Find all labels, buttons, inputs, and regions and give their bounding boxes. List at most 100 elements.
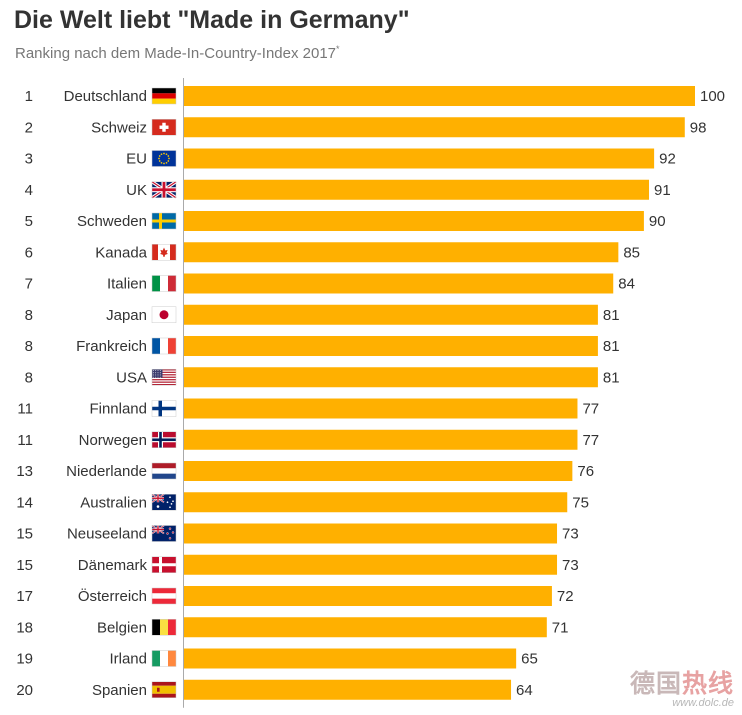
bar xyxy=(184,679,512,700)
value-label: 92 xyxy=(659,151,676,168)
bar-row: 11 Norwegen 77 xyxy=(17,429,599,450)
value-label: 98 xyxy=(690,119,707,136)
category-label: Finnland xyxy=(89,401,147,418)
category-label: Kanada xyxy=(95,244,147,261)
flag-ca-icon xyxy=(151,244,177,261)
category-label: Niederlande xyxy=(66,463,147,480)
value-label: 81 xyxy=(603,369,620,386)
rank-label: 20 xyxy=(16,682,33,699)
rank-label: 5 xyxy=(25,213,33,230)
bar-row: 6 Kanada 85 xyxy=(25,242,640,263)
bar-row: 5 Schweden 90 xyxy=(25,211,666,231)
category-label: EU xyxy=(126,151,147,168)
watermark-url: www.dolc.de xyxy=(672,697,734,709)
category-label: Schweden xyxy=(77,213,147,230)
bar xyxy=(184,304,598,325)
value-label: 75 xyxy=(572,494,589,511)
rank-label: 8 xyxy=(25,338,33,355)
value-label: 72 xyxy=(557,588,574,605)
bar-row: 14 Australien 75 xyxy=(16,492,589,513)
flag-es-icon xyxy=(151,681,177,698)
value-label: 71 xyxy=(552,619,569,636)
rank-label: 18 xyxy=(16,619,33,636)
category-label: Australien xyxy=(80,494,147,511)
flag-uk-icon xyxy=(151,180,177,200)
rank-label: 14 xyxy=(16,494,33,511)
flag-fi-icon xyxy=(151,400,177,417)
category-label: Spanien xyxy=(92,682,147,699)
flag-de-icon xyxy=(151,87,177,105)
bar xyxy=(184,336,598,356)
bar-row: 20 Spanien 64 xyxy=(16,679,533,700)
value-label: 77 xyxy=(582,432,599,449)
value-label: 64 xyxy=(516,682,533,699)
value-label: 77 xyxy=(582,401,599,418)
bar-row: 13 Niederlande 76 xyxy=(16,461,594,481)
bar xyxy=(184,273,614,294)
flag-no-icon xyxy=(151,431,177,448)
flag-au-icon xyxy=(151,493,177,511)
bar-row: 1 Deutschland 100 xyxy=(25,86,725,106)
bar-row: 15 Dänemark 73 xyxy=(16,554,579,575)
flag-it-icon xyxy=(151,275,177,292)
rank-label: 3 xyxy=(25,151,33,168)
bar xyxy=(184,586,552,606)
rank-label: 2 xyxy=(25,119,33,136)
bar xyxy=(184,367,598,388)
flag-fr-icon xyxy=(151,337,177,355)
rank-label: 17 xyxy=(16,588,33,605)
category-label: Frankreich xyxy=(76,338,147,355)
bar-row: 7 Italien 84 xyxy=(25,273,635,294)
watermark-text-b: 热线 xyxy=(681,670,734,698)
flag-dk-icon xyxy=(151,556,177,573)
watermark-text-a: 德国 xyxy=(629,670,682,698)
bar-row: 17 Österreich 72 xyxy=(16,586,574,606)
bar xyxy=(184,86,695,106)
value-label: 91 xyxy=(654,182,671,199)
flag-ie-icon xyxy=(151,650,177,667)
flag-se-icon xyxy=(151,212,177,230)
bar-row: 19 Irland 65 xyxy=(16,648,538,669)
bar xyxy=(184,429,578,450)
rank-label: 1 xyxy=(25,88,33,105)
rank-label: 15 xyxy=(16,557,33,574)
category-label: Deutschland xyxy=(64,88,147,105)
bar xyxy=(184,461,573,481)
rank-label: 11 xyxy=(17,401,33,418)
value-label: 76 xyxy=(577,463,594,480)
value-label: 85 xyxy=(623,244,640,261)
category-label: Belgien xyxy=(97,619,147,636)
rank-label: 19 xyxy=(16,651,33,668)
bar xyxy=(184,117,685,138)
rank-label: 11 xyxy=(17,432,33,449)
bar xyxy=(184,179,650,200)
flag-be-icon xyxy=(151,619,177,636)
bar xyxy=(184,242,619,263)
chart-subtitle: Ranking nach dem Made-In-Country-Index 2… xyxy=(15,44,340,62)
category-label: USA xyxy=(116,369,147,386)
rank-label: 13 xyxy=(16,463,33,480)
category-label: Schweiz xyxy=(91,119,147,136)
bar xyxy=(184,398,578,419)
bar-row: 2 Schweiz 98 xyxy=(25,117,707,138)
bar-row: 3 EU 92 xyxy=(25,148,676,169)
bar xyxy=(184,617,547,638)
bar-row: 11 Finnland 77 xyxy=(17,398,599,419)
bar-row: 8 Japan 81 xyxy=(25,304,620,325)
bar xyxy=(184,148,655,169)
rank-label: 6 xyxy=(25,244,33,261)
bar xyxy=(184,523,558,544)
rank-label: 8 xyxy=(25,369,33,386)
bar xyxy=(184,492,568,513)
category-label: Neuseeland xyxy=(67,526,147,543)
flag-us-icon xyxy=(151,369,177,386)
rank-label: 4 xyxy=(25,182,33,199)
bar xyxy=(184,554,558,575)
category-label: Österreich xyxy=(78,587,147,605)
flag-jp-icon xyxy=(151,306,177,323)
value-label: 84 xyxy=(618,276,635,293)
flag-ch-icon xyxy=(151,119,177,136)
value-label: 90 xyxy=(649,213,666,230)
bar-row: 4 UK 91 xyxy=(25,179,671,200)
